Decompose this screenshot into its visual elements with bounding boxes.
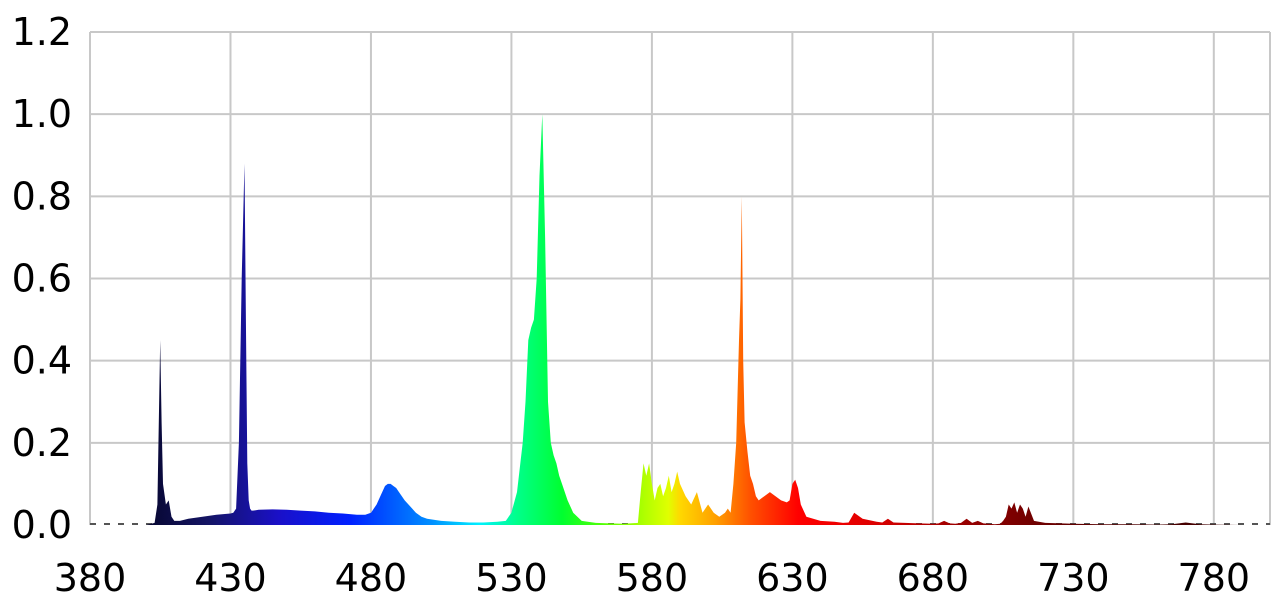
- y-tick-label: 0.0: [12, 503, 72, 547]
- x-tick-label: 480: [335, 556, 408, 600]
- y-tick-label: 0.6: [12, 257, 72, 301]
- x-tick-label: 430: [194, 556, 267, 600]
- x-tick-label: 780: [1178, 556, 1251, 600]
- spectrum-area: [90, 114, 1270, 525]
- y-axis-ticks: 0.0 0.2 0.4 0.6 0.8 1.0 1.2: [12, 10, 72, 547]
- x-axis-ticks: 380 430 480 530 580 630 680 730 780: [54, 556, 1250, 600]
- y-tick-label: 0.4: [12, 339, 72, 383]
- x-tick-label: 630: [756, 556, 829, 600]
- x-tick-label: 380: [54, 556, 127, 600]
- x-tick-label: 580: [616, 556, 689, 600]
- y-tick-label: 1.2: [12, 10, 72, 54]
- y-tick-label: 1.0: [12, 92, 72, 136]
- y-tick-label: 0.8: [12, 174, 72, 218]
- x-tick-label: 730: [1037, 556, 1110, 600]
- x-tick-label: 680: [897, 556, 970, 600]
- x-tick-label: 530: [475, 556, 548, 600]
- grid: [89, 31, 1271, 525]
- y-tick-label: 0.2: [12, 421, 72, 465]
